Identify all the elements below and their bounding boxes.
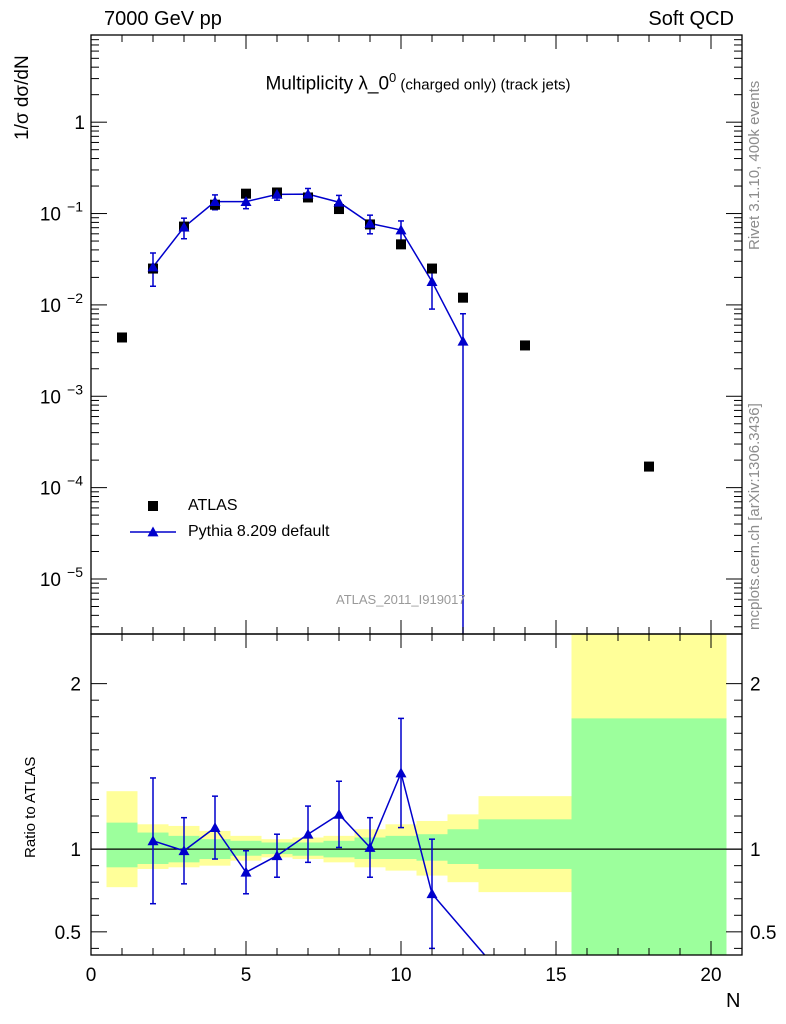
data-point-10 bbox=[427, 263, 437, 274]
data-point-0 bbox=[117, 332, 127, 343]
ratio-plot-marks bbox=[147, 717, 486, 955]
ratio-mc-point-7 bbox=[364, 841, 376, 852]
y-tick-label-top-0: 1 bbox=[74, 113, 85, 134]
ratio-band-inner-11 bbox=[447, 829, 479, 864]
plot-title-superscript: 0 bbox=[389, 70, 397, 85]
ratio-y-tick-label-right-1: 1 bbox=[750, 840, 761, 861]
legend-marks bbox=[130, 501, 176, 537]
ratio-band-inner-4 bbox=[230, 840, 262, 856]
x-tick-label-3: 15 bbox=[545, 965, 566, 986]
ratio-mc-point-0 bbox=[147, 835, 159, 846]
mc-point-7 bbox=[364, 217, 376, 228]
rivet-version-label: Rivet 3.1.10, 400k events bbox=[746, 80, 763, 250]
y-tick-label-top-exp-4: −4 bbox=[67, 473, 83, 489]
y-tick-label-top-4: 10 bbox=[40, 479, 61, 500]
axis-tick-labels: 0 5 10 15 20 1 10 −1 10 −2 10 −3 10 −4 10 −5 0.5 0.5 1 1 2 2 bbox=[40, 113, 777, 986]
mc-series-line bbox=[152, 193, 464, 342]
x-tick-label-2: 10 bbox=[390, 965, 411, 986]
y-tick-label-top-exp-1: −1 bbox=[67, 199, 83, 215]
ratio-band-inner-9 bbox=[385, 835, 417, 860]
plot-title-detail: (charged only) (track jets) bbox=[396, 76, 571, 94]
plot-frames bbox=[90, 34, 743, 956]
data-point-4 bbox=[241, 188, 251, 199]
ratio-mc-point-3 bbox=[240, 866, 252, 877]
y-tick-label-top-3: 10 bbox=[40, 387, 61, 408]
main-plot-marks bbox=[117, 187, 654, 634]
ratio-mc-point-6 bbox=[333, 808, 345, 819]
data-point-9 bbox=[396, 239, 406, 250]
main-frame bbox=[90, 34, 743, 635]
ratio-y-tick-label-left-2: 2 bbox=[70, 675, 81, 696]
mc-point-2 bbox=[209, 196, 221, 207]
ratio-plot-area bbox=[91, 634, 742, 955]
mc-point-4 bbox=[271, 188, 283, 199]
mc-point-9 bbox=[426, 276, 438, 286]
y-tick-label-top-2: 10 bbox=[40, 296, 61, 317]
plot-title: Multiplicity λ_00 (charged only) (track … bbox=[0, 70, 786, 95]
ratio-mc-point-1 bbox=[178, 845, 190, 856]
header-process-label: Soft QCD bbox=[648, 8, 734, 30]
x-tick-label-4: 20 bbox=[700, 965, 721, 986]
mcplots-source-label: mcplots.cern.ch [arXiv:1306.3436] bbox=[746, 403, 763, 630]
y-tick-label-top-exp-3: −3 bbox=[67, 381, 83, 397]
x-tick-label-1: 5 bbox=[241, 965, 252, 986]
legend-data-marker bbox=[148, 501, 158, 511]
plot-title-main: Multiplicity λ_0 bbox=[265, 73, 390, 95]
data-point-11 bbox=[458, 292, 468, 303]
x-tick-label-0: 0 bbox=[86, 965, 97, 986]
ratio-mc-point-2 bbox=[209, 822, 221, 832]
data-point-7 bbox=[334, 204, 344, 215]
mc-point-6 bbox=[333, 196, 345, 207]
header-beam-label: 7000 GeV pp bbox=[104, 8, 222, 30]
mc-point-10 bbox=[457, 335, 469, 346]
ratio-mc-group bbox=[147, 717, 486, 955]
mc-point-5 bbox=[302, 188, 314, 199]
ratio-frame bbox=[90, 633, 743, 956]
ratio-y-tick-label-left-1: 1 bbox=[70, 840, 81, 861]
ratio-y-tick-label-left-0: 0.5 bbox=[55, 923, 81, 944]
mc-point-1 bbox=[178, 221, 190, 232]
axis-ticks bbox=[90, 34, 743, 955]
y-tick-label-top-exp-2: −2 bbox=[67, 290, 83, 306]
ratio-mc-point-9 bbox=[426, 888, 438, 899]
ratio-band-inner-13 bbox=[571, 718, 727, 955]
ratio-y-tick-label-right-2: 2 bbox=[750, 675, 761, 696]
mc-point-8 bbox=[395, 224, 407, 235]
mc-point-0 bbox=[147, 261, 159, 272]
ratio-band-inner-12 bbox=[478, 819, 572, 869]
legend-data-label: ATLAS bbox=[188, 497, 238, 514]
analysis-watermark: ATLAS_2011_I919017 bbox=[336, 592, 466, 607]
ratio-y-tick-label-right-0: 0.5 bbox=[750, 923, 776, 944]
y-tick-label-top-exp-5: −5 bbox=[67, 564, 83, 580]
ratio-mc-point-4 bbox=[271, 850, 283, 861]
ratio-band-inner-0 bbox=[106, 822, 138, 868]
ratio-mc-point-8 bbox=[395, 767, 407, 778]
y-axis-label-top: 1/σ dσ/dN bbox=[12, 55, 33, 140]
y-tick-label-top-1: 10 bbox=[40, 205, 61, 226]
y-axis-label-ratio: Ratio to ATLAS bbox=[22, 756, 39, 858]
ratio-mc-point-5 bbox=[302, 828, 314, 839]
x-axis-label: N bbox=[726, 990, 741, 1012]
mc-point-3 bbox=[240, 196, 252, 207]
data-point-13 bbox=[644, 461, 654, 472]
legend-mc-marker bbox=[147, 526, 159, 537]
data-point-12 bbox=[520, 340, 530, 351]
legend-mc-label: Pythia 8.209 default bbox=[188, 523, 330, 540]
y-tick-label-top-5: 10 bbox=[40, 570, 61, 591]
